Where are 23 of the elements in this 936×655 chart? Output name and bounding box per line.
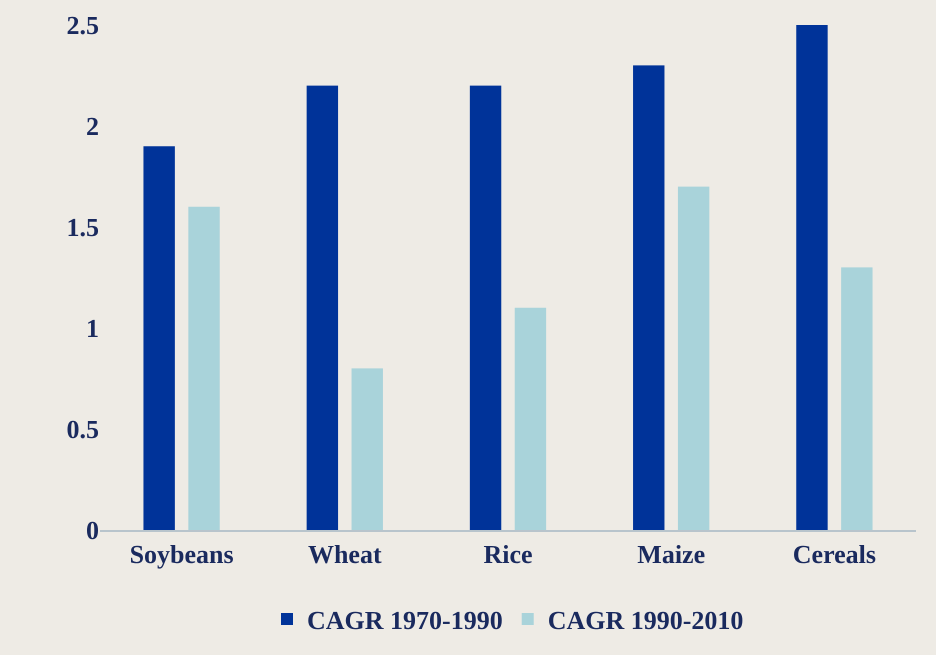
x-tick-label: Wheat [308,540,382,570]
x-tick-label: Soybeans [130,540,234,570]
y-tick-label: 0.5 [66,415,99,444]
bar [188,206,220,530]
x-tick-label: Maize [637,540,706,570]
x-tick-label: Cereals [792,540,876,570]
bar [514,308,546,530]
bar [678,186,710,530]
bar [470,86,502,530]
bar [143,146,175,530]
legend-label: CAGR 1970-1990 [307,606,503,636]
y-tick-label: 2 [86,112,99,142]
y-tick-label: 1.5 [66,213,99,242]
bar [352,368,383,530]
legend-label: CAGR 1990-2010 [548,606,744,636]
x-tick-label: Rice [483,540,533,570]
y-tick-label: 0 [86,516,99,546]
y-tick-label: 2.5 [66,11,99,40]
bar [306,86,338,530]
bar [796,25,828,530]
y-tick-label: 1 [86,314,99,344]
bar [633,65,664,530]
bar [841,267,873,530]
